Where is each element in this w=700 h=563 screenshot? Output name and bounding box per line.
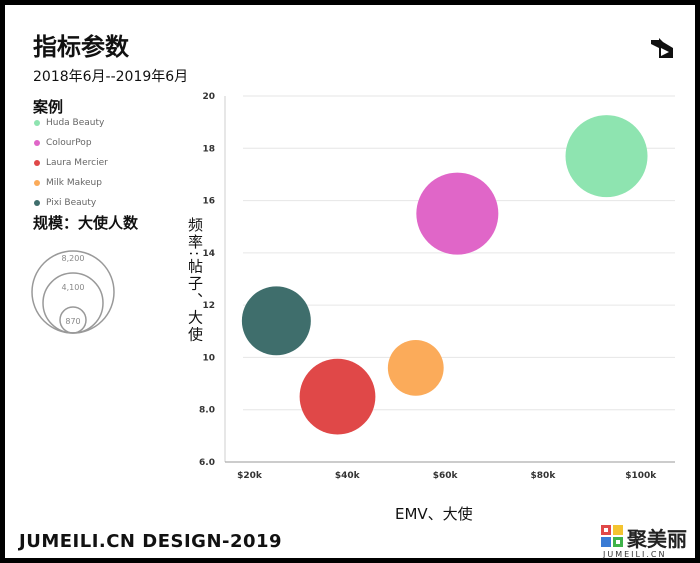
legend-label: Huda Beauty: [46, 118, 105, 128]
brand-name-cn: 聚美丽: [627, 527, 687, 551]
y-tick-label: 20: [202, 92, 215, 102]
bubble: [416, 172, 499, 255]
bubble: [241, 286, 311, 356]
legend-item: Laura Mercier: [34, 153, 108, 173]
brand-name-en: JUMEILI.CN: [603, 550, 667, 559]
size-legend: 8,200 4,100 870: [31, 250, 115, 334]
legend-title: 案例: [33, 98, 64, 116]
play-logo-icon: [651, 38, 673, 58]
legend-item: Milk Makeup: [34, 173, 108, 193]
legend-swatch: [34, 180, 40, 186]
y-tick-label: 10: [202, 353, 215, 363]
legend-item: Pixi Beauty: [34, 193, 108, 213]
legend-swatch: [34, 200, 40, 206]
legend-label: Pixi Beauty: [46, 198, 97, 208]
chart-card: 指标参数 2018年6月--2019年6月 案例 Huda Beauty Col…: [5, 5, 695, 559]
x-tick-label: $40k: [335, 471, 361, 481]
legend-item: Huda Beauty: [34, 113, 108, 133]
legend-swatch: [34, 140, 40, 146]
y-axis-label: 频率:帖子、大使: [186, 217, 204, 344]
y-tick-label: 16: [202, 197, 215, 207]
legend-swatch: [34, 120, 40, 126]
legend-label: ColourPop: [46, 138, 92, 148]
bubble: [299, 358, 376, 435]
bubble: [387, 339, 444, 396]
size-legend-value: 4,100: [62, 283, 85, 292]
bubble: [565, 115, 648, 198]
y-tick-label: 18: [202, 144, 215, 154]
legend-label: Laura Mercier: [46, 158, 108, 168]
legend-swatch: [34, 160, 40, 166]
bubble-chart: 20 18 16 14 12 10 8.0 6.0 $20k $40k $60k $80k $100k: [199, 92, 675, 481]
y-tick-label: 8.0: [199, 406, 215, 416]
y-tick-label: 14: [202, 249, 215, 259]
chart-subtitle: 2018年6月--2019年6月: [33, 69, 189, 85]
x-tick-label: $80k: [531, 471, 557, 481]
x-axis-label: EMV、大使: [395, 505, 473, 523]
y-tick-label: 12: [202, 301, 215, 311]
x-tick-label: $20k: [237, 471, 263, 481]
chart-title: 指标参数: [33, 33, 129, 61]
y-tick-label: 6.0: [199, 458, 215, 468]
size-legend-title: 规模：大使人数: [33, 214, 139, 232]
legend-label: Milk Makeup: [46, 178, 102, 188]
legend-item: ColourPop: [34, 133, 108, 153]
size-legend-value: 870: [65, 317, 80, 326]
footer-text: JUMEILI.CN DESIGN-2019: [19, 531, 283, 552]
size-legend-value: 8,200: [62, 254, 85, 263]
x-tick-label: $100k: [625, 471, 657, 481]
x-tick-label: $60k: [433, 471, 459, 481]
legend: Huda Beauty ColourPop Laura Mercier Milk…: [34, 113, 108, 213]
size-legend-circle-small: [59, 306, 87, 334]
brand-logo-icon: [601, 525, 623, 547]
